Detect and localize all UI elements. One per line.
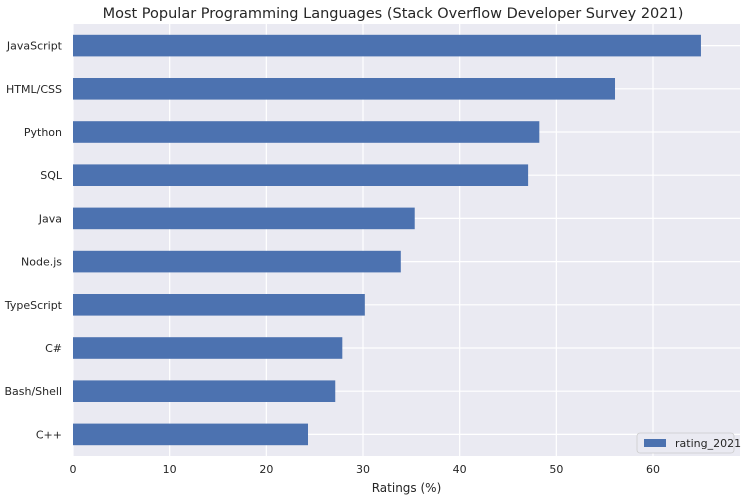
y-tick-label: Node.js xyxy=(21,256,62,269)
y-tick-label: Java xyxy=(38,212,62,225)
y-tick-label: HTML/CSS xyxy=(6,83,62,96)
bars xyxy=(73,34,701,446)
bar-html-css xyxy=(73,78,616,100)
legend-swatch xyxy=(644,439,666,447)
chart-title: Most Popular Programming Languages (Stac… xyxy=(103,6,684,22)
legend-box xyxy=(636,432,735,454)
bar-sql xyxy=(73,164,529,186)
legend-label: rating_2021 xyxy=(675,437,741,450)
bar-java xyxy=(73,207,415,230)
y-tick-labels: JavaScript HTML/CSS Python SQL Java Node.js Ty… xyxy=(4,40,63,442)
bar-c- xyxy=(73,423,308,446)
bar-c- xyxy=(73,337,343,359)
bar-bash-shell xyxy=(73,380,336,402)
x-axis-label: Ratings (%) xyxy=(372,481,442,495)
y-tick-label: Python xyxy=(24,126,62,139)
bar-javascript xyxy=(73,34,701,57)
y-tick-label: SQL xyxy=(40,169,63,182)
x-tick-label: 60 xyxy=(646,463,660,476)
x-tick-label: 0 xyxy=(70,463,77,476)
x-tick-label: 20 xyxy=(259,463,273,476)
bar-python xyxy=(73,121,540,143)
x-tick-label: 40 xyxy=(453,463,467,476)
y-tick-label: C++ xyxy=(36,428,62,441)
x-tick-labels: 0 10 20 30 40 50 60 xyxy=(70,463,661,476)
bar-typescript xyxy=(73,294,365,316)
bar-node-js xyxy=(73,250,401,273)
x-tick-label: 50 xyxy=(549,463,563,476)
y-tick-label: C# xyxy=(45,342,62,355)
x-tick-label: 10 xyxy=(163,463,177,476)
y-tick-label: Bash/Shell xyxy=(4,385,62,398)
y-tick-label: TypeScript xyxy=(4,299,63,312)
legend: rating_2021 xyxy=(636,432,741,454)
y-tick-label: JavaScript xyxy=(6,40,63,53)
x-tick-label: 30 xyxy=(356,463,370,476)
